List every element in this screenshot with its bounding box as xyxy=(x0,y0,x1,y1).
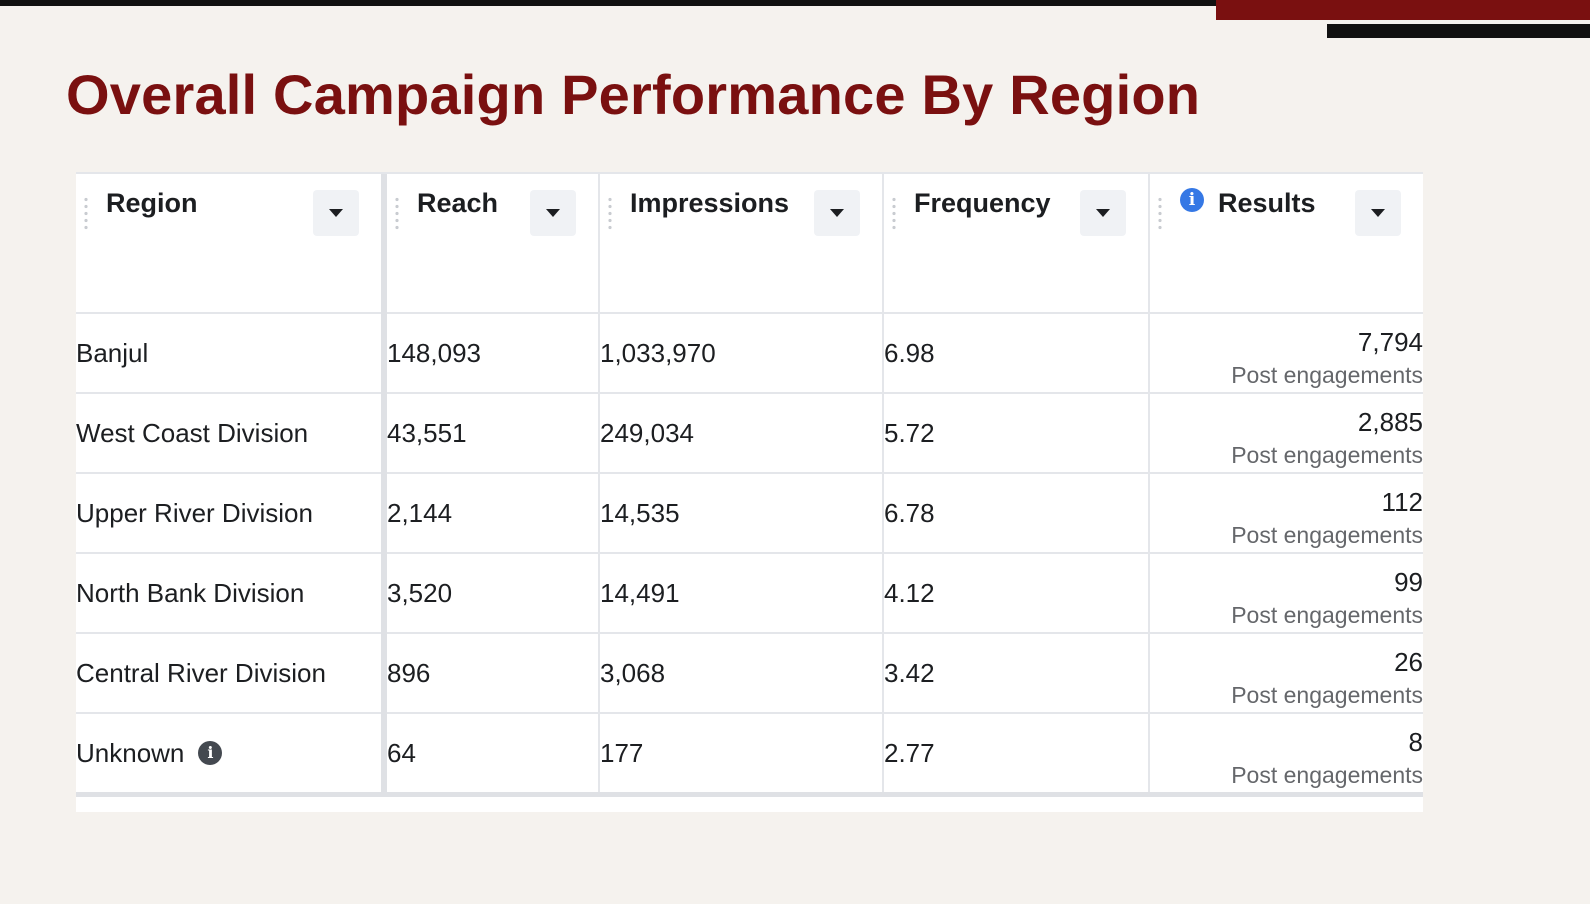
column-drag-handle-icon[interactable] xyxy=(395,196,399,230)
results-table-container: Region Reach Impressions xyxy=(76,172,1423,812)
results-value: 112 xyxy=(1381,487,1423,517)
column-label: Impressions xyxy=(630,187,790,218)
table-row: Upper River Division 2,144 14,535 6.78 1… xyxy=(76,473,1423,554)
page-title: Overall Campaign Performance By Region xyxy=(66,63,1201,126)
results-type-label: Post engagements xyxy=(1231,682,1423,708)
results-value: 26 xyxy=(1394,647,1423,677)
table-row: Banjul 148,093 1,033,970 6.98 7,794 Post… xyxy=(76,313,1423,394)
frequency-cell: 5.72 xyxy=(882,393,1149,474)
region-cell: Banjul xyxy=(76,313,384,394)
reach-sort-button[interactable] xyxy=(530,190,576,236)
frequency-cell: 6.98 xyxy=(882,313,1149,394)
top-decor-bar xyxy=(0,0,1590,6)
frequency-cell: 4.12 xyxy=(882,553,1149,634)
region-performance-table: Region Reach Impressions xyxy=(76,174,1423,797)
region-name: North Bank Division xyxy=(76,577,305,608)
corner-accent-red xyxy=(1216,0,1590,20)
column-header-frequency[interactable]: Frequency xyxy=(882,174,1149,314)
table-header-row: Region Reach Impressions xyxy=(76,174,1423,314)
frequency-cell: 6.78 xyxy=(882,473,1149,554)
region-name: Upper River Division xyxy=(76,497,313,528)
results-type-label: Post engagements xyxy=(1231,602,1423,628)
column-header-region[interactable]: Region xyxy=(76,174,384,314)
reach-cell: 896 xyxy=(381,633,599,714)
caret-down-icon xyxy=(329,209,343,217)
column-drag-handle-icon[interactable] xyxy=(1158,196,1162,230)
results-cell: 112 Post engagements xyxy=(1148,473,1423,554)
impressions-cell: 14,535 xyxy=(598,473,883,554)
region-name: Unknown xyxy=(76,737,185,768)
frequency-cell: 3.42 xyxy=(882,633,1149,714)
results-type-label: Post engagements xyxy=(1231,522,1423,548)
results-sort-button[interactable] xyxy=(1355,190,1401,236)
table-row: Unknown i 64 177 2.77 8 Post engagements xyxy=(76,713,1423,797)
caret-down-icon xyxy=(1096,209,1110,217)
region-sort-button[interactable] xyxy=(313,190,359,236)
reach-cell: 2,144 xyxy=(381,473,599,554)
frequency-cell: 2.77 xyxy=(882,713,1149,797)
region-cell: Unknown i xyxy=(76,713,384,797)
impressions-cell: 14,491 xyxy=(598,553,883,634)
column-drag-handle-icon[interactable] xyxy=(892,196,896,230)
region-cell: North Bank Division xyxy=(76,553,384,634)
table-row: West Coast Division 43,551 249,034 5.72 … xyxy=(76,393,1423,474)
reach-cell: 148,093 xyxy=(381,313,599,394)
region-cell: Central River Division xyxy=(76,633,384,714)
impressions-cell: 3,068 xyxy=(598,633,883,714)
impressions-cell: 177 xyxy=(598,713,883,797)
results-cell: 99 Post engagements xyxy=(1148,553,1423,634)
impressions-cell: 249,034 xyxy=(598,393,883,474)
impressions-sort-button[interactable] xyxy=(814,190,860,236)
column-label: Reach xyxy=(417,187,499,218)
results-value: 2,885 xyxy=(1357,407,1423,437)
column-label: Frequency xyxy=(914,187,1051,218)
reach-cell: 64 xyxy=(381,713,599,797)
reach-cell: 3,520 xyxy=(381,553,599,634)
results-value: 8 xyxy=(1408,727,1423,757)
info-icon[interactable]: i xyxy=(1180,188,1204,212)
region-cell: Upper River Division xyxy=(76,473,384,554)
results-type-label: Post engagements xyxy=(1231,442,1423,468)
table-row: Central River Division 896 3,068 3.42 26… xyxy=(76,633,1423,714)
column-header-reach[interactable]: Reach xyxy=(381,174,599,314)
results-cell: 2,885 Post engagements xyxy=(1148,393,1423,474)
region-name: Banjul xyxy=(76,337,149,368)
results-value: 7,794 xyxy=(1357,327,1423,357)
results-type-label: Post engagements xyxy=(1231,362,1423,388)
column-header-impressions[interactable]: Impressions xyxy=(598,174,883,314)
column-drag-handle-icon[interactable] xyxy=(608,196,612,230)
region-name: Central River Division xyxy=(76,657,326,688)
impressions-cell: 1,033,970 xyxy=(598,313,883,394)
region-cell: West Coast Division xyxy=(76,393,384,474)
region-name: West Coast Division xyxy=(76,417,309,448)
results-cell: 8 Post engagements xyxy=(1148,713,1423,797)
column-label: Region xyxy=(106,187,198,218)
table-row: North Bank Division 3,520 14,491 4.12 99… xyxy=(76,553,1423,634)
results-cell: 7,794 Post engagements xyxy=(1148,313,1423,394)
info-icon[interactable]: i xyxy=(198,740,223,765)
corner-accent-black xyxy=(1327,24,1590,38)
column-drag-handle-icon[interactable] xyxy=(84,196,88,230)
caret-down-icon xyxy=(1371,209,1385,217)
results-cell: 26 Post engagements xyxy=(1148,633,1423,714)
results-type-label: Post engagements xyxy=(1231,762,1423,788)
column-label: Results xyxy=(1218,187,1316,218)
caret-down-icon xyxy=(546,209,560,217)
results-value: 99 xyxy=(1394,567,1423,597)
column-header-results[interactable]: i Results xyxy=(1148,174,1423,314)
reach-cell: 43,551 xyxy=(381,393,599,474)
frequency-sort-button[interactable] xyxy=(1080,190,1126,236)
caret-down-icon xyxy=(830,209,844,217)
